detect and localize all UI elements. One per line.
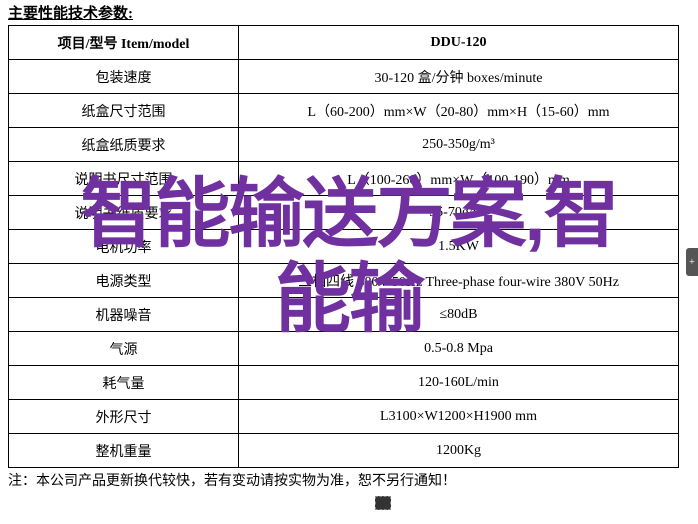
- row-label: 耗气量: [9, 366, 239, 400]
- row-value: 1.5KW: [239, 230, 679, 264]
- table-row: 耗气量 120-160L/min: [9, 366, 679, 400]
- table-row: 纸盒纸质要求 250-350g/m³: [9, 128, 679, 162]
- row-label: 电机功率: [9, 230, 239, 264]
- row-label: 包装速度: [9, 60, 239, 94]
- header-model-value: DDU-120: [239, 26, 679, 60]
- row-value: 120-160L/min: [239, 366, 679, 400]
- row-label: 机器噪音: [9, 298, 239, 332]
- section-title: 主要性能技术参数:: [8, 2, 690, 23]
- row-label: 说明书纸质要求: [9, 196, 239, 230]
- row-value: 三相四线 380V 50Hz Three-phase four-wire 380…: [239, 264, 679, 298]
- row-label: 气源: [9, 332, 239, 366]
- table-row: 电机功率 1.5KW: [9, 230, 679, 264]
- row-label: 纸盒尺寸范围: [9, 94, 239, 128]
- row-value: 0.5-0.8 Mpa: [239, 332, 679, 366]
- row-label: 电源类型: [9, 264, 239, 298]
- row-value: 1200Kg: [239, 434, 679, 468]
- row-value: L（100-260）mm×W（100-190）mm: [239, 162, 679, 196]
- footnote: 注：本公司产品更新换代较快，若有变动请按实物为准，恕不另行通知！: [8, 470, 690, 490]
- row-label: 整机重量: [9, 434, 239, 468]
- row-label: 说明书尺寸范围: [9, 162, 239, 196]
- row-value: ≤80dB: [239, 298, 679, 332]
- row-label: 纸盒纸质要求: [9, 128, 239, 162]
- row-value: 30-120 盒/分钟 boxes/minute: [239, 60, 679, 94]
- table-row: 包装速度 30-120 盒/分钟 boxes/minute: [9, 60, 679, 94]
- row-value: 55-70g/m²: [239, 196, 679, 230]
- table-row: 说明书尺寸范围 L（100-260）mm×W（100-190）mm: [9, 162, 679, 196]
- header-item-model: 项目/型号 Item/model: [9, 26, 239, 60]
- row-value: 250-350g/m³: [239, 128, 679, 162]
- table-row: 外形尺寸 L3100×W1200×H1900 mm: [9, 400, 679, 434]
- table-row: 整机重量 1200Kg: [9, 434, 679, 468]
- expand-side-tab[interactable]: [686, 248, 698, 276]
- selection-marker: [375, 496, 391, 510]
- row-value: L3100×W1200×H1900 mm: [239, 400, 679, 434]
- row-label: 外形尺寸: [9, 400, 239, 434]
- table-row: 机器噪音 ≤80dB: [9, 298, 679, 332]
- table-body: 包装速度 30-120 盒/分钟 boxes/minute 纸盒尺寸范围 L（6…: [9, 60, 679, 468]
- table-row: 气源 0.5-0.8 Mpa: [9, 332, 679, 366]
- table-row: 说明书纸质要求 55-70g/m²: [9, 196, 679, 230]
- table-row: 电源类型 三相四线 380V 50Hz Three-phase four-wir…: [9, 264, 679, 298]
- row-value: L（60-200）mm×W（20-80）mm×H（15-60）mm: [239, 94, 679, 128]
- specs-table: 项目/型号 Item/model DDU-120 包装速度 30-120 盒/分…: [8, 25, 679, 468]
- table-row: 纸盒尺寸范围 L（60-200）mm×W（20-80）mm×H（15-60）mm: [9, 94, 679, 128]
